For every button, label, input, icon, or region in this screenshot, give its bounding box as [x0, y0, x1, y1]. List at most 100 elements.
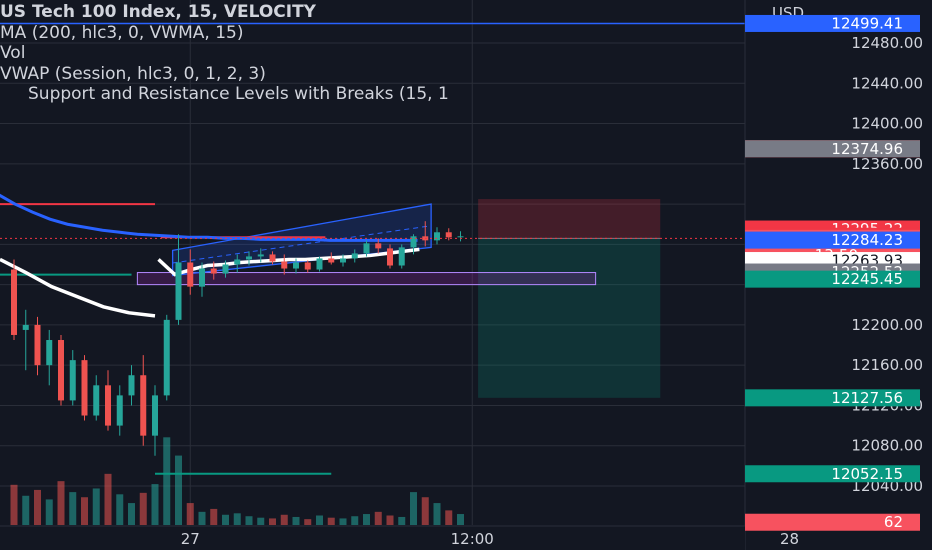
- candle-body: [199, 268, 205, 287]
- price-badge-bg: [745, 270, 920, 288]
- candle-body: [375, 243, 382, 249]
- candle-body: [457, 236, 464, 238]
- candle-body: [22, 324, 29, 330]
- candle-body: [234, 259, 241, 265]
- price-badge-bg: [745, 513, 920, 531]
- volume-bar: [175, 455, 182, 525]
- candle-body: [34, 324, 41, 366]
- price-badge-label: 12245.45: [831, 270, 903, 288]
- volume-bar: [22, 495, 30, 525]
- volume-bar: [186, 503, 194, 525]
- candle-body: [152, 395, 158, 436]
- volume-bar: [34, 489, 41, 525]
- volume-bar: [339, 518, 347, 525]
- candle-body: [58, 340, 64, 401]
- price-tick-label: 12480.00: [851, 34, 923, 52]
- candle-body: [116, 395, 123, 426]
- position-target-zone: [478, 238, 661, 398]
- price-badge-label: 12284.23: [831, 231, 903, 249]
- price-badge-label: 12374.96: [831, 140, 903, 158]
- price-badges: 12499.4112374.9712374.9612295.2212288.10…: [745, 14, 920, 531]
- volume-bar: [280, 514, 288, 525]
- candle-body: [93, 385, 100, 416]
- price-badge-bg: [745, 14, 920, 32]
- candle-body: [222, 264, 229, 274]
- candle-body: [81, 360, 88, 416]
- candle-body: [128, 375, 135, 396]
- volume-bar: [445, 510, 453, 525]
- candle-body: [257, 254, 264, 257]
- candle-body: [269, 254, 276, 262]
- price-badge: 12374.96: [745, 140, 920, 158]
- candle-body: [293, 262, 299, 269]
- volume-bar: [433, 503, 441, 525]
- volume-bar: [45, 499, 53, 525]
- price-badge-label: 12499.41: [831, 14, 903, 32]
- volume-bar: [457, 514, 464, 525]
- candle-body: [246, 256, 252, 260]
- volume-bar: [292, 516, 300, 525]
- volume-bar: [198, 511, 206, 525]
- time-tick-label: 12:00: [451, 530, 494, 548]
- candle-body: [46, 340, 53, 366]
- volume-bar: [210, 508, 218, 525]
- volume-bar: [410, 492, 417, 525]
- candle-body: [316, 258, 323, 270]
- position-stop-zone: [478, 199, 661, 239]
- candle-body: [163, 319, 170, 396]
- volume-bar: [398, 516, 406, 525]
- price-tick-label: 12360.00: [851, 155, 923, 173]
- vwap-line: [0, 257, 156, 318]
- price-badge-bg: [745, 140, 920, 158]
- price-badge: 12245.45: [745, 270, 920, 288]
- candle-body: [11, 269, 17, 335]
- candle-body: [304, 262, 311, 270]
- volume-bar: [139, 492, 147, 525]
- price-tick-label: 12080.00: [851, 437, 923, 455]
- volume-bar: [128, 503, 135, 525]
- candle-body: [387, 248, 393, 266]
- volume-bar: [421, 497, 429, 525]
- volume-bar: [57, 481, 65, 525]
- volume-bar: [151, 484, 159, 525]
- volume-bar: [163, 437, 171, 525]
- candle-body: [410, 236, 417, 248]
- candle-body: [175, 262, 182, 320]
- ma-200-line: [0, 193, 418, 242]
- candle-body: [434, 232, 440, 241]
- volume-bar: [304, 519, 312, 525]
- price-tick-label: 12160.00: [851, 356, 923, 374]
- candle-body: [69, 360, 76, 401]
- price-tick-label: 12440.00: [851, 74, 923, 92]
- price-badge-label: 12052.15: [831, 465, 903, 483]
- volume-bar: [257, 517, 265, 525]
- price-badge-bg: [745, 231, 920, 249]
- volume-bar: [92, 488, 100, 525]
- candle-body: [340, 258, 346, 263]
- candle-body: [363, 243, 370, 254]
- price-badge-label: 12127.56: [831, 389, 903, 407]
- candle-body: [210, 268, 217, 274]
- volume-bar: [104, 473, 112, 525]
- candles: [11, 221, 464, 456]
- volume-bar: [245, 516, 253, 525]
- volume-bar: [316, 515, 323, 525]
- candle-body: [398, 247, 405, 266]
- price-badge: 12127.56: [745, 389, 920, 407]
- volume-bar: [116, 494, 124, 525]
- candle-body: [105, 385, 111, 426]
- candle-body: [281, 261, 288, 269]
- price-tick-label: 12200.00: [851, 316, 923, 334]
- volume-bar: [327, 517, 335, 525]
- price-badge-bg: [745, 389, 920, 407]
- candle-body: [328, 258, 335, 263]
- price-badge-label: 62: [884, 513, 903, 531]
- volume-bar: [374, 511, 382, 525]
- time-axis-bg: [0, 526, 745, 550]
- price-badge: 62: [745, 513, 920, 531]
- volume-bar: [69, 492, 77, 525]
- volume-bar: [363, 514, 370, 525]
- candle-body: [187, 262, 194, 287]
